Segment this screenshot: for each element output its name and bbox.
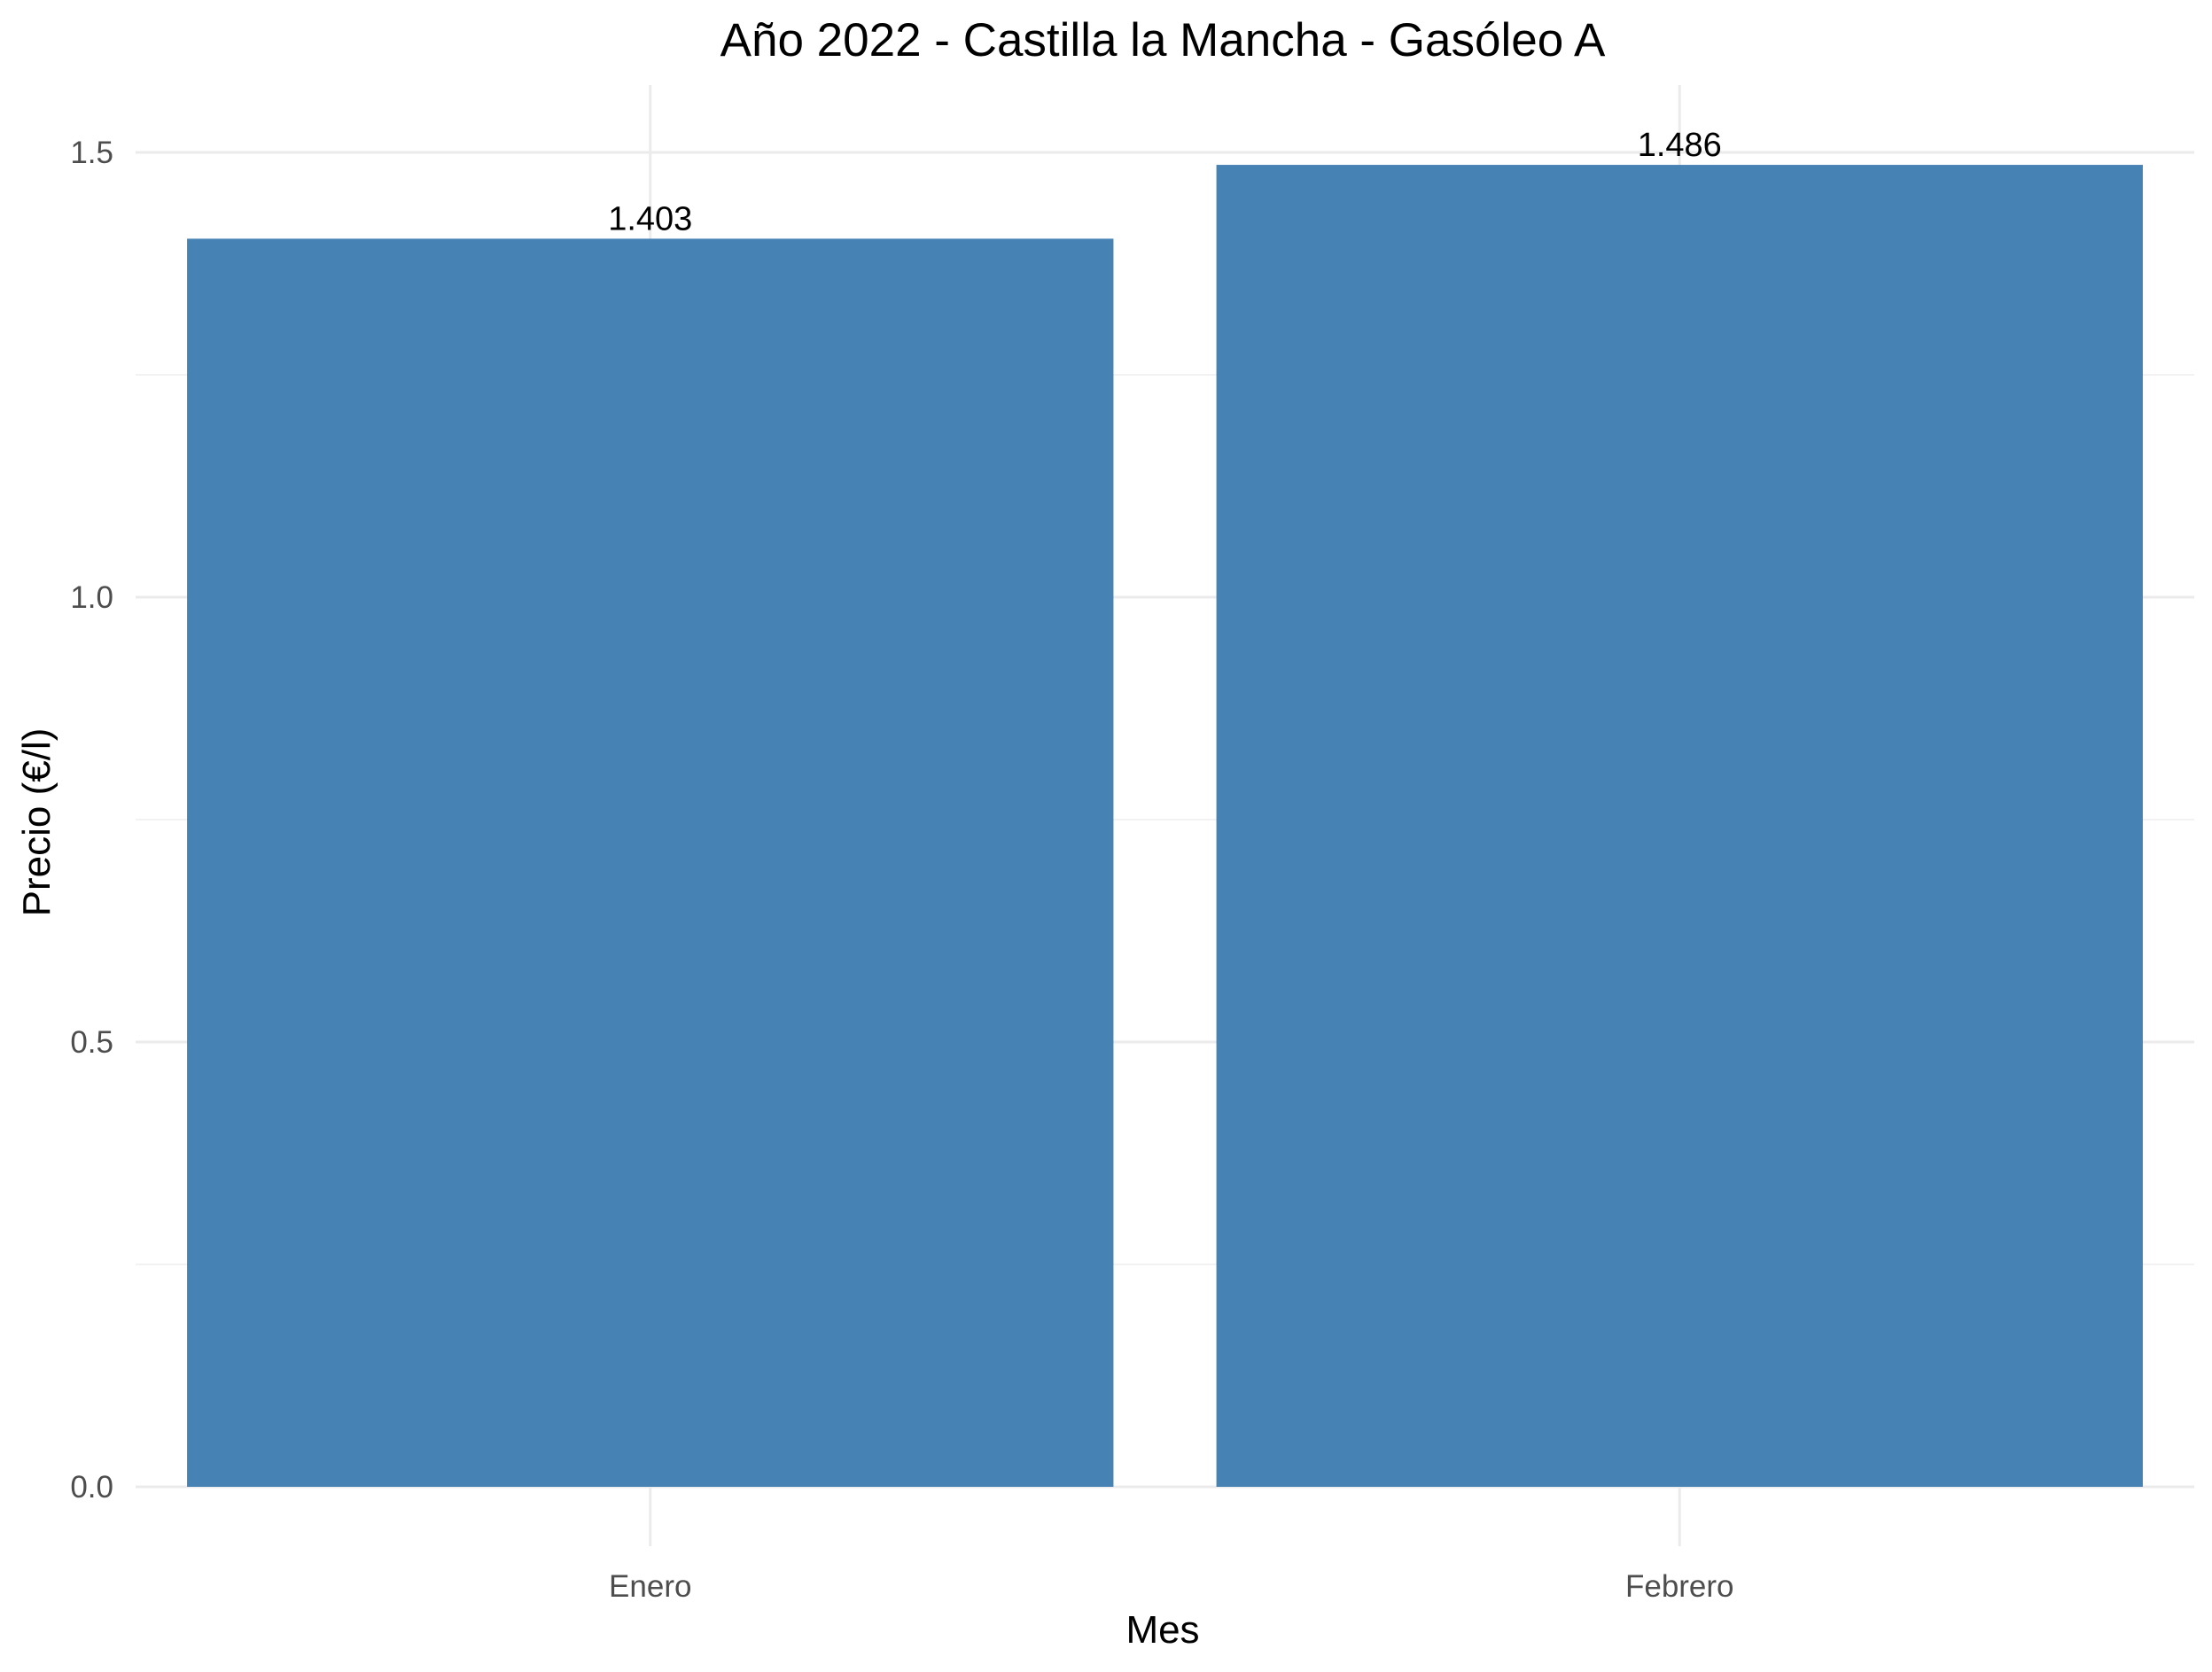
x-tick-label: Febrero <box>1625 1569 1734 1604</box>
data-labels: 1.403 1.486 <box>608 127 1722 237</box>
y-tick-label: 0.5 <box>70 1025 113 1060</box>
bar-febrero <box>1216 165 2143 1487</box>
x-tick-label: Enero <box>609 1569 691 1604</box>
bar-enero <box>187 238 1114 1488</box>
y-tick-label: 0.0 <box>70 1470 113 1505</box>
y-tick-label: 1.5 <box>70 136 113 170</box>
x-axis-title: Mes <box>1125 1608 1199 1652</box>
y-tick-label: 1.0 <box>70 580 113 615</box>
y-axis-title: Precio (€/l) <box>15 728 58 917</box>
bars <box>187 165 2143 1488</box>
data-label-enero: 1.403 <box>608 200 692 237</box>
y-axis-ticks: 0.0 0.5 1.0 1.5 <box>70 136 113 1505</box>
chart-title: Año 2022 - Castilla la Mancha - Gasóleo … <box>720 14 1606 66</box>
data-label-febrero: 1.486 <box>1638 127 1722 164</box>
x-axis-ticks: Enero Febrero <box>609 1569 1733 1604</box>
